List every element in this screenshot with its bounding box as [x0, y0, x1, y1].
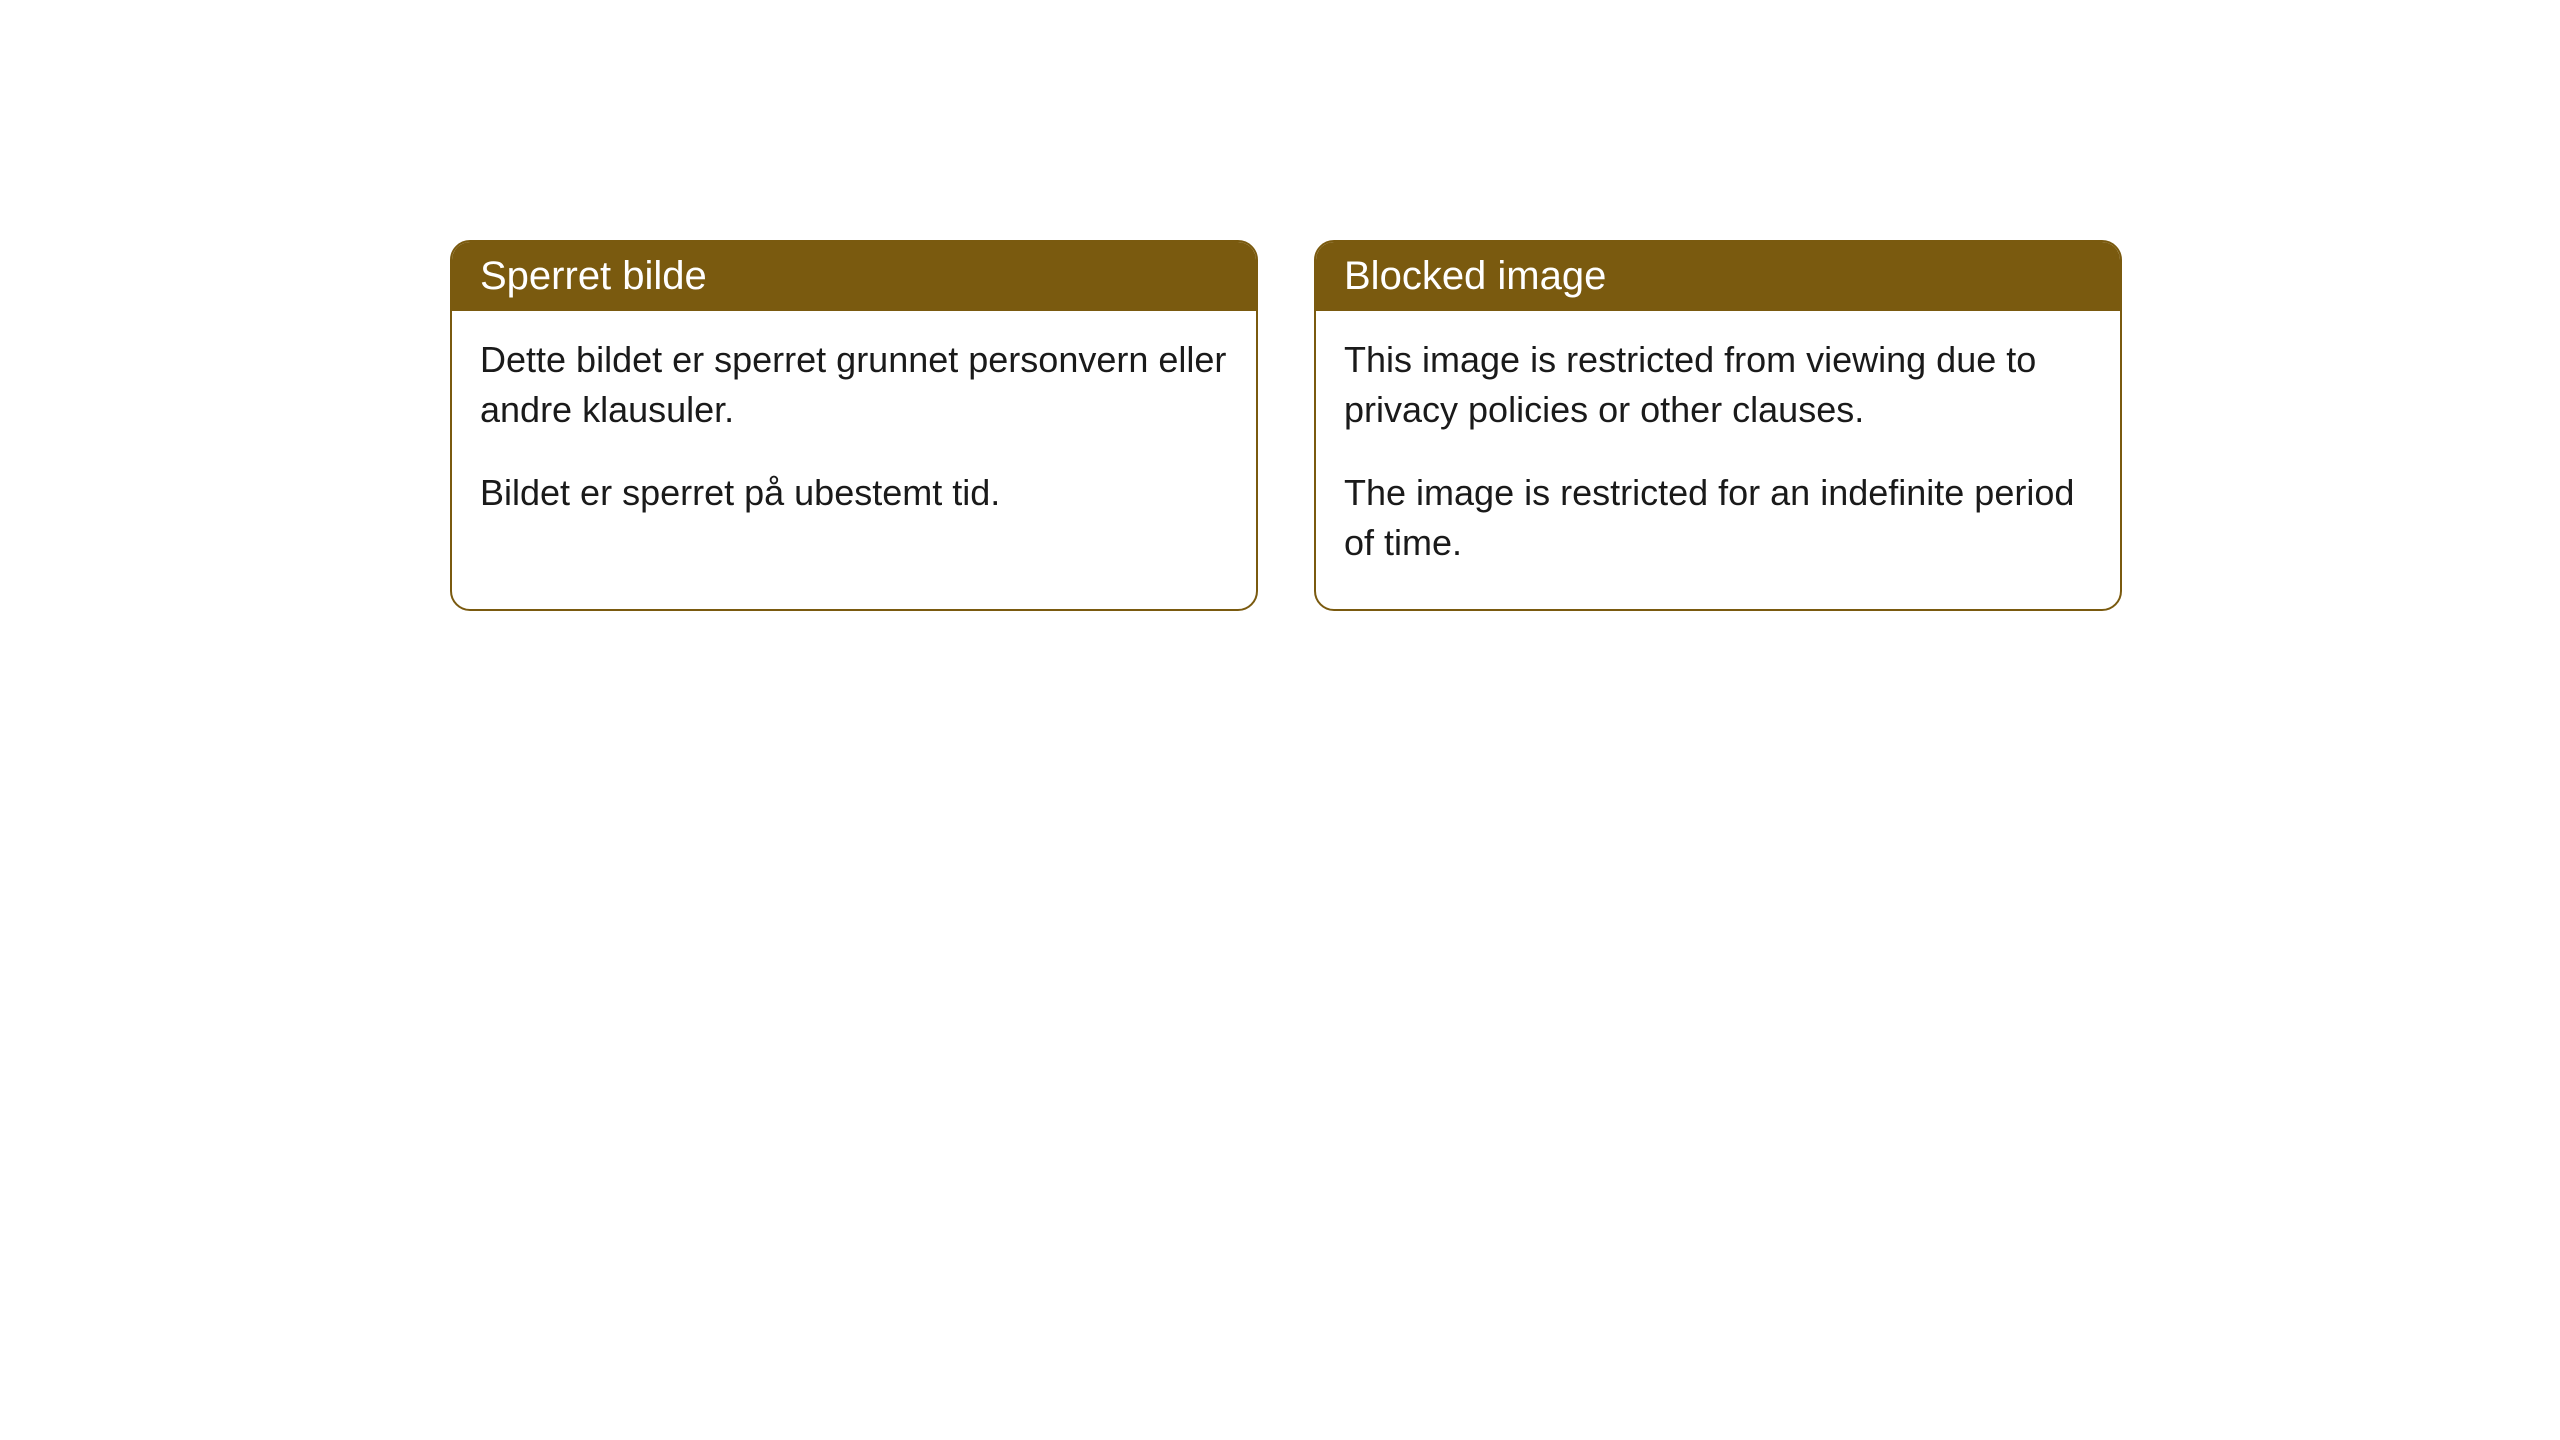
- card-paragraph-1: Dette bildet er sperret grunnet personve…: [480, 335, 1228, 436]
- cards-container: Sperret bilde Dette bildet er sperret gr…: [450, 240, 2122, 611]
- card-body: This image is restricted from viewing du…: [1316, 311, 2120, 609]
- card-paragraph-1: This image is restricted from viewing du…: [1344, 335, 2092, 436]
- card-header: Sperret bilde: [452, 242, 1256, 311]
- card-header: Blocked image: [1316, 242, 2120, 311]
- card-paragraph-2: The image is restricted for an indefinit…: [1344, 468, 2092, 569]
- card-paragraph-2: Bildet er sperret på ubestemt tid.: [480, 468, 1228, 518]
- card-title: Blocked image: [1344, 254, 1606, 298]
- blocked-image-card-english: Blocked image This image is restricted f…: [1314, 240, 2122, 611]
- card-title: Sperret bilde: [480, 254, 707, 298]
- card-body: Dette bildet er sperret grunnet personve…: [452, 311, 1256, 558]
- blocked-image-card-norwegian: Sperret bilde Dette bildet er sperret gr…: [450, 240, 1258, 611]
